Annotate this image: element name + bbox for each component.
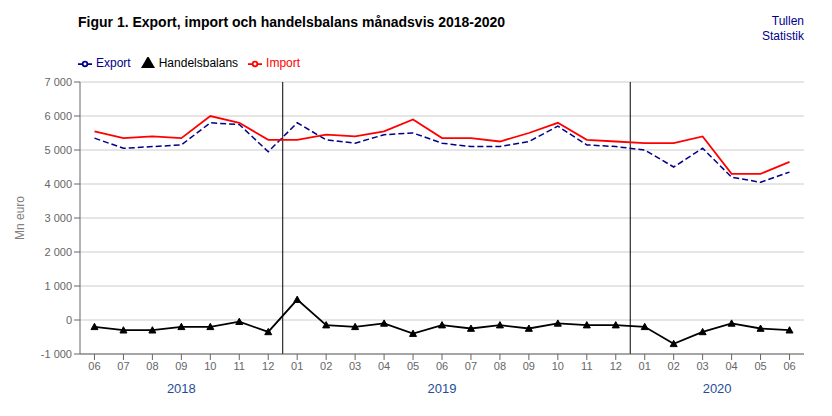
svg-text:5 000: 5 000 <box>44 144 72 156</box>
svg-text:7 000: 7 000 <box>44 76 72 88</box>
html-text:Statistik: Statistik <box>762 29 804 43</box>
html-text:Import: Import <box>266 56 301 70</box>
svg-text:11: 11 <box>581 360 592 372</box>
svg-text:3 000: 3 000 <box>44 212 72 224</box>
svg-text:01: 01 <box>639 360 651 372</box>
svg-text:04: 04 <box>378 360 390 372</box>
svg-text:04: 04 <box>725 360 737 372</box>
svg-text:05: 05 <box>407 360 419 372</box>
svg-text:06: 06 <box>88 360 100 372</box>
svg-text:10: 10 <box>204 360 216 372</box>
svg-text:05: 05 <box>754 360 766 372</box>
svg-text:Mn euro: Mn euro <box>13 196 27 240</box>
svg-text:-1 000: -1 000 <box>41 348 72 360</box>
svg-text:4 000: 4 000 <box>44 178 72 190</box>
svg-text:1 000: 1 000 <box>44 280 72 292</box>
svg-text:08: 08 <box>494 360 506 372</box>
svg-text:2018: 2018 <box>167 381 196 396</box>
svg-text:0: 0 <box>66 314 72 326</box>
svg-text:2019: 2019 <box>428 381 457 396</box>
svg-text:06: 06 <box>436 360 448 372</box>
svg-text:12: 12 <box>610 360 622 372</box>
svg-text:02: 02 <box>320 360 332 372</box>
svg-text:11: 11 <box>234 360 245 372</box>
html-text:Tullen: Tullen <box>771 14 804 28</box>
svg-text:10: 10 <box>552 360 564 372</box>
svg-text:09: 09 <box>523 360 535 372</box>
svg-text:2 000: 2 000 <box>44 246 72 258</box>
svg-text:06: 06 <box>783 360 795 372</box>
svg-text:03: 03 <box>697 360 709 372</box>
html-text:Export: Export <box>96 56 131 70</box>
svg-text:12: 12 <box>262 360 274 372</box>
svg-text:01: 01 <box>291 360 303 372</box>
svg-text:02: 02 <box>668 360 680 372</box>
html-text:Figur 1. Export, import och ha: Figur 1. Export, import och handelsbalan… <box>78 14 506 30</box>
svg-text:07: 07 <box>117 360 129 372</box>
svg-text:07: 07 <box>465 360 477 372</box>
svg-text:2020: 2020 <box>703 381 732 396</box>
svg-text:03: 03 <box>349 360 361 372</box>
svg-text:08: 08 <box>146 360 158 372</box>
svg-text:09: 09 <box>175 360 187 372</box>
html-text:Handelsbalans: Handelsbalans <box>158 56 239 70</box>
svg-text:6 000: 6 000 <box>44 110 72 122</box>
